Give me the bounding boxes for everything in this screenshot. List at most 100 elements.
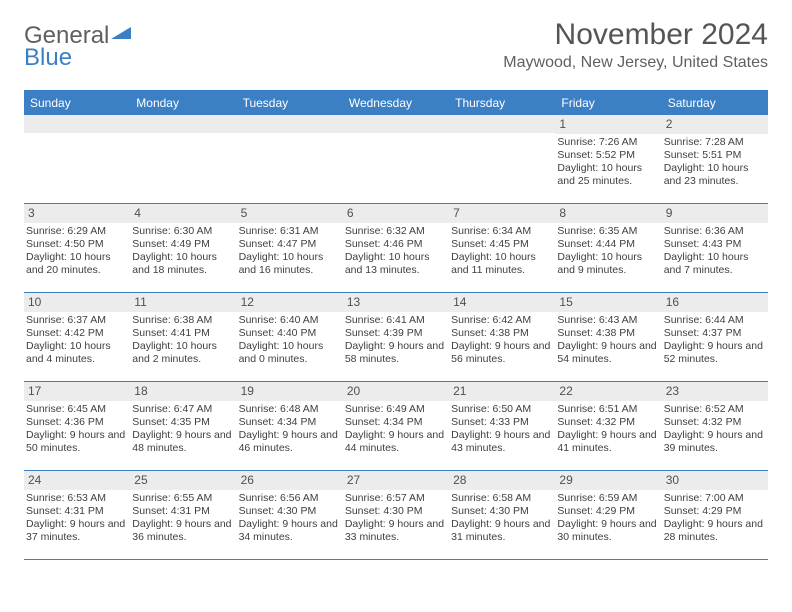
day-number [237,115,343,133]
day-cell [24,115,130,203]
sunset-text: Sunset: 4:37 PM [664,327,766,340]
daylight-text: Daylight: 10 hours and 20 minutes. [26,251,128,277]
sunrise-text: Sunrise: 6:55 AM [132,492,234,505]
week-row: 24Sunrise: 6:53 AMSunset: 4:31 PMDayligh… [24,471,768,560]
daylight-text: Daylight: 10 hours and 7 minutes. [664,251,766,277]
day-cell: 3Sunrise: 6:29 AMSunset: 4:50 PMDaylight… [24,204,130,292]
sunset-text: Sunset: 4:31 PM [132,505,234,518]
day-cell [343,115,449,203]
daylight-text: Daylight: 9 hours and 56 minutes. [451,340,553,366]
sunrise-text: Sunrise: 6:49 AM [345,403,447,416]
day-number: 8 [555,204,661,223]
sunset-text: Sunset: 4:34 PM [239,416,341,429]
day-body: Sunrise: 6:38 AMSunset: 4:41 PMDaylight:… [130,312,236,369]
day-number: 18 [130,382,236,401]
calendar: SundayMondayTuesdayWednesdayThursdayFrid… [24,90,768,560]
sunrise-text: Sunrise: 6:34 AM [451,225,553,238]
daylight-text: Daylight: 9 hours and 37 minutes. [26,518,128,544]
day-number [343,115,449,133]
day-cell: 25 Sunrise: 6:55 AMSunset: 4:31 PMDayligh… [130,471,236,559]
sunset-text: Sunset: 5:52 PM [557,149,659,162]
day-number: 25 [130,471,236,490]
day-number: 6 [343,204,449,223]
daylight-text: Daylight: 10 hours and 4 minutes. [26,340,128,366]
day-body: Sunrise: 6:40 AMSunset: 4:40 PMDaylight:… [237,312,343,369]
day-cell: 21Sunrise: 6:50 AMSunset: 4:33 PMDayligh… [449,382,555,470]
day-number: 29 [555,471,661,490]
sunrise-text: Sunrise: 6:53 AM [26,492,128,505]
day-body: Sunrise: 6:31 AMSunset: 4:47 PMDaylight:… [237,223,343,280]
sunset-text: Sunset: 4:29 PM [557,505,659,518]
day-cell: 1Sunrise: 7:26 AMSunset: 5:52 PMDaylight… [555,115,661,203]
day-number: 2 [662,115,768,134]
day-cell: 22Sunrise: 6:51 AMSunset: 4:32 PMDayligh… [555,382,661,470]
dow-cell: Sunday [24,92,130,115]
day-number: 14 [449,293,555,312]
day-cell: 7Sunrise: 6:34 AMSunset: 4:45 PMDaylight… [449,204,555,292]
day-number: 15 [555,293,661,312]
day-number: 20 [343,382,449,401]
daylight-text: Daylight: 10 hours and 0 minutes. [239,340,341,366]
day-cell: 14Sunrise: 6:42 AMSunset: 4:38 PMDayligh… [449,293,555,381]
sunset-text: Sunset: 4:32 PM [557,416,659,429]
daylight-text: Daylight: 10 hours and 9 minutes. [557,251,659,277]
sunrise-text: Sunrise: 6:43 AM [557,314,659,327]
daylight-text: Daylight: 10 hours and 16 minutes. [239,251,341,277]
sunset-text: Sunset: 4:30 PM [451,505,553,518]
day-cell [449,115,555,203]
week-row: 3Sunrise: 6:29 AMSunset: 4:50 PMDaylight… [24,204,768,293]
day-body: Sunrise: 6:44 AMSunset: 4:37 PMDaylight:… [662,312,768,369]
day-cell: 18Sunrise: 6:47 AMSunset: 4:35 PMDayligh… [130,382,236,470]
day-cell: 13Sunrise: 6:41 AMSunset: 4:39 PMDayligh… [343,293,449,381]
day-cell: 17Sunrise: 6:45 AMSunset: 4:36 PMDayligh… [24,382,130,470]
day-cell [130,115,236,203]
daylight-text: Daylight: 10 hours and 18 minutes. [132,251,234,277]
daylight-text: Daylight: 10 hours and 23 minutes. [664,162,766,188]
day-number: 3 [24,204,130,223]
sunrise-text: Sunrise: 6:56 AM [239,492,341,505]
sunset-text: Sunset: 4:33 PM [451,416,553,429]
day-body: Sunrise: 7:28 AMSunset: 5:51 PMDaylight:… [662,134,768,191]
daylight-text: Daylight: 9 hours and 46 minutes. [239,429,341,455]
day-cell: 28Sunrise: 6:58 AMSunset: 4:30 PMDayligh… [449,471,555,559]
day-cell: 9Sunrise: 6:36 AMSunset: 4:43 PMDaylight… [662,204,768,292]
header: General November 2024 Maywood, New Jerse… [24,18,768,72]
page-title: November 2024 [503,18,768,52]
daylight-text: Daylight: 9 hours and 50 minutes. [26,429,128,455]
day-cell: 19Sunrise: 6:48 AMSunset: 4:34 PMDayligh… [237,382,343,470]
day-body: Sunrise: 6:58 AMSunset: 4:30 PMDaylight:… [449,490,555,547]
day-body: Sunrise: 6:43 AMSunset: 4:38 PMDaylight:… [555,312,661,369]
days-of-week-row: SundayMondayTuesdayWednesdayThursdayFrid… [24,92,768,115]
brand-triangle-icon [111,24,133,40]
sunrise-text: Sunrise: 6:32 AM [345,225,447,238]
daylight-text: Daylight: 9 hours and 36 minutes. [132,518,234,544]
day-body: Sunrise: 6:41 AMSunset: 4:39 PMDaylight:… [343,312,449,369]
sunset-text: Sunset: 4:47 PM [239,238,341,251]
sunrise-text: Sunrise: 6:31 AM [239,225,341,238]
day-cell: 15Sunrise: 6:43 AMSunset: 4:38 PMDayligh… [555,293,661,381]
day-number: 12 [237,293,343,312]
daylight-text: Daylight: 9 hours and 31 minutes. [451,518,553,544]
day-cell: 5Sunrise: 6:31 AMSunset: 4:47 PMDaylight… [237,204,343,292]
day-number: 23 [662,382,768,401]
sunset-text: Sunset: 4:43 PM [664,238,766,251]
sunset-text: Sunset: 4:30 PM [239,505,341,518]
day-body: Sunrise: 6:51 AMSunset: 4:32 PMDaylight:… [555,401,661,458]
dow-cell: Monday [130,92,236,115]
day-number: 1 [555,115,661,134]
day-number: 17 [24,382,130,401]
sunset-text: Sunset: 4:41 PM [132,327,234,340]
day-body: Sunrise: 6:48 AMSunset: 4:34 PMDaylight:… [237,401,343,458]
sunrise-text: Sunrise: 6:44 AM [664,314,766,327]
day-cell: 16Sunrise: 6:44 AMSunset: 4:37 PMDayligh… [662,293,768,381]
day-body: Sunrise: 6:30 AMSunset: 4:49 PMDaylight:… [130,223,236,280]
sunset-text: Sunset: 4:39 PM [345,327,447,340]
day-cell: 12Sunrise: 6:40 AMSunset: 4:40 PMDayligh… [237,293,343,381]
day-cell: 24Sunrise: 6:53 AMSunset: 4:31 PMDayligh… [24,471,130,559]
daylight-text: Daylight: 9 hours and 30 minutes. [557,518,659,544]
sunrise-text: Sunrise: 6:42 AM [451,314,553,327]
sunrise-text: Sunrise: 6:51 AM [557,403,659,416]
sunset-text: Sunset: 5:51 PM [664,149,766,162]
sunset-text: Sunset: 4:35 PM [132,416,234,429]
day-number: 11 [130,293,236,312]
